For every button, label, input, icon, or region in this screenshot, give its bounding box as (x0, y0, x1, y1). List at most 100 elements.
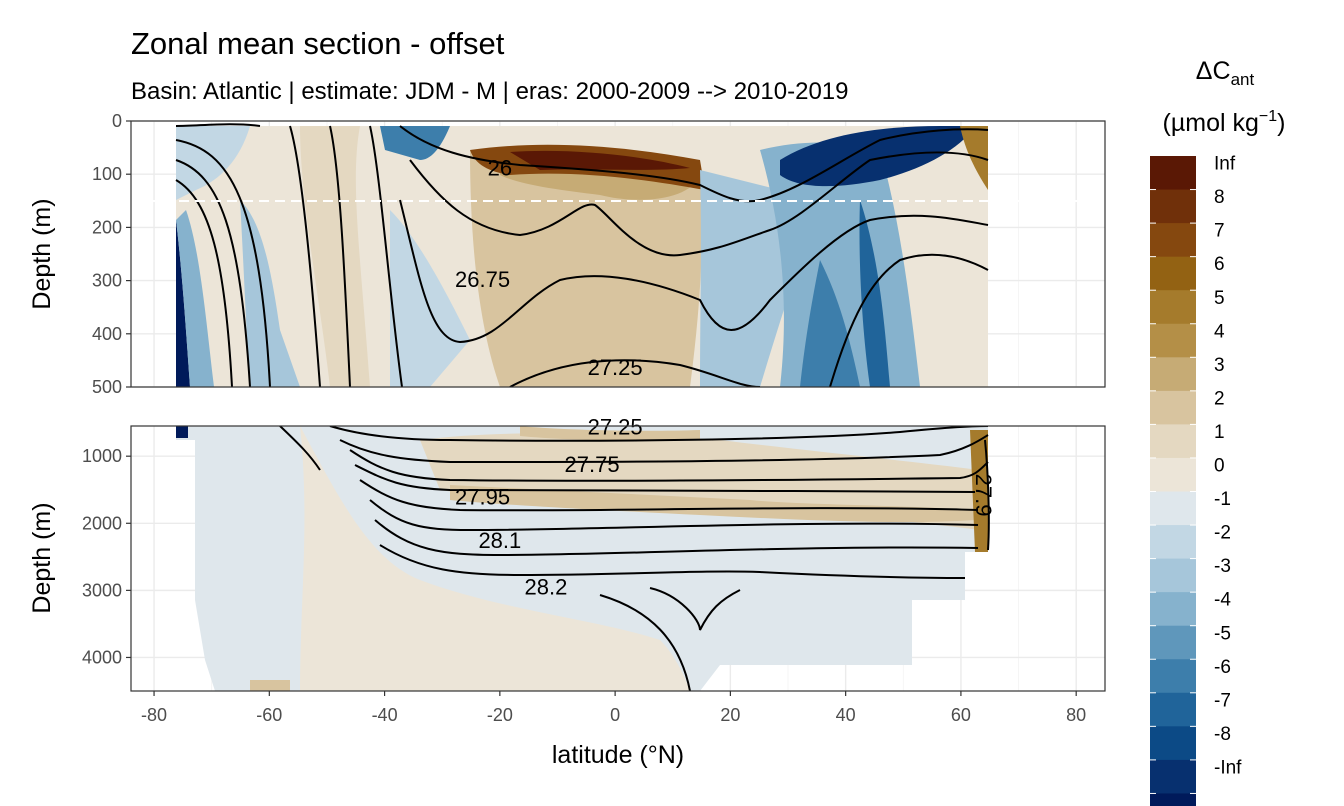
legend-labels: Inf 8 7 6 5 4 3 2 1 0 -1 -2 -3 -4 -5 -6 -7 -8 -Inf (1150, 154, 1242, 794)
legend-title-main: ΔC (1196, 57, 1231, 85)
legend-swatch (1150, 726, 1196, 761)
y-axis-title-upper: Depth (m) (28, 198, 56, 309)
x-tick-label: -60 (256, 705, 282, 725)
legend-label: 0 (1214, 456, 1225, 477)
isopycnal-line (349, 449, 989, 482)
legend-colorbar (1150, 156, 1196, 806)
legend-swatch (1150, 692, 1196, 727)
isopycnal-line (289, 125, 321, 387)
legend-swatch (1150, 189, 1196, 224)
panel-upper-contour-labels: 26 26.75 27.25 (455, 155, 643, 380)
legend-title-sub: ant (1231, 70, 1255, 89)
legend-label: 3 (1214, 355, 1225, 376)
panel-upper-contours (175, 123, 989, 387)
field-neg-north-column (859, 200, 890, 387)
panel-lower-y-axis: 1000 2000 3000 4000 (82, 446, 131, 667)
y-tick-label: 0 (112, 111, 122, 131)
legend-label: 4 (1214, 321, 1225, 342)
x-tick-label: -80 (141, 705, 167, 725)
panel-upper: 26 26.75 27.25 0 100 200 300 400 500 (92, 111, 1106, 397)
panel-lower-contour-labels: 27.25 27.75 27.95 28.128.2 27.9 (455, 415, 996, 600)
isopycnal-label: 28.2 (525, 574, 568, 599)
field-pos-thermocline-max (510, 150, 690, 170)
legend-swatch (1150, 256, 1196, 291)
legend: ΔCant (µmol kg−1) Inf 8 7 6 5 4 3 2 1 0 -1 -2 -3 -4 -5… (1150, 57, 1285, 806)
legend-swatch (1150, 759, 1196, 795)
legend-swatch (1150, 659, 1196, 694)
y-tick-label: 2000 (82, 513, 122, 533)
isopycnal-line (649, 587, 741, 631)
isopycnal-label: 26.75 (455, 267, 510, 292)
field-lower-pos-core (450, 485, 975, 523)
field-neg-north-surface (780, 126, 975, 187)
isopycnal-label: 27.25 (588, 415, 643, 440)
isopycnal-line (329, 125, 351, 387)
panel-upper-border (130, 120, 1106, 388)
chart-subtitle: Basin: Atlantic | estimate: JDM - M | er… (131, 78, 848, 105)
legend-swatch (1150, 592, 1196, 627)
legend-label: 8 (1214, 187, 1225, 208)
isopycnal-line (279, 426, 321, 471)
isopycnal-line (339, 434, 989, 464)
legend-label: Inf (1214, 154, 1236, 175)
isopycnal-line (175, 159, 251, 387)
isopycnal-line (369, 499, 979, 532)
legend-units-suffix: ) (1277, 109, 1285, 137)
x-tick-label: 20 (720, 705, 740, 725)
panel-lower: 27.25 27.75 27.95 28.128.2 27.9 1000 2000 3000… (82, 415, 1106, 692)
legend-label: -5 (1214, 623, 1231, 644)
isopycnal-line (175, 123, 261, 127)
legend-swatch (1150, 525, 1196, 560)
legend-swatch (1150, 357, 1196, 392)
isopycnal-line (175, 179, 233, 387)
y-tick-label: 200 (92, 217, 122, 237)
isopycnal-line (829, 253, 989, 387)
isopycnal-line (599, 594, 691, 691)
legend-swatch (1150, 223, 1196, 258)
isopycnal-line (399, 125, 989, 203)
legend-label: 1 (1214, 422, 1225, 443)
field-lower-pos-north-edge (970, 430, 988, 552)
legend-swatch (1150, 558, 1196, 593)
field-lower-pos-bottom (250, 680, 290, 691)
field-pos-north-edge (960, 126, 988, 190)
field-neg-south-deep (176, 220, 190, 387)
legend-label: -Inf (1214, 757, 1242, 778)
field-lower-south-corner (176, 426, 188, 438)
field-neg-subtropic-surface (380, 126, 450, 160)
isopycnal-line (984, 439, 990, 551)
x-axis-title: latitude (°N) (552, 741, 684, 769)
legend-swatch (1150, 625, 1196, 660)
x-tick-label: 0 (610, 705, 620, 725)
x-tick-label: -40 (372, 705, 398, 725)
y-tick-label: 500 (92, 377, 122, 397)
x-axis: -80 -60 -40 -20 0 20 40 60 80 (141, 691, 1086, 725)
field-lower-pos-top (520, 426, 700, 441)
legend-swatch (1150, 491, 1196, 526)
isopycnal-label: 28.1 (478, 528, 521, 553)
isopycnal-line (374, 519, 979, 557)
panel-upper-y-axis: 0 100 200 300 400 500 (92, 111, 131, 397)
legend-swatch (1150, 424, 1196, 459)
y-axis-title-lower: Depth (m) (28, 502, 56, 613)
x-tick-label: 80 (1066, 705, 1086, 725)
isopycnal-line (329, 426, 989, 442)
legend-label: -8 (1214, 724, 1231, 745)
legend-label: 2 (1214, 388, 1225, 409)
legend-label: 5 (1214, 288, 1225, 309)
legend-swatch (1150, 390, 1196, 425)
legend-swatch (1150, 457, 1196, 493)
legend-label: -7 (1214, 690, 1231, 711)
legend-label: -6 (1214, 657, 1231, 678)
y-tick-label: 1000 (82, 446, 122, 466)
y-tick-label: 300 (92, 271, 122, 291)
field-neg-south-band (176, 210, 214, 387)
legend-units: (µmol kg−1) (1163, 108, 1286, 137)
legend-units-prefix: (µmol kg (1163, 109, 1259, 137)
isopycnal-line (369, 125, 403, 387)
field-pos-tropic (470, 148, 702, 387)
isopycnal-line (399, 199, 989, 344)
chart-title: Zonal mean section - offset (131, 26, 505, 61)
legend-label: -3 (1214, 556, 1231, 577)
